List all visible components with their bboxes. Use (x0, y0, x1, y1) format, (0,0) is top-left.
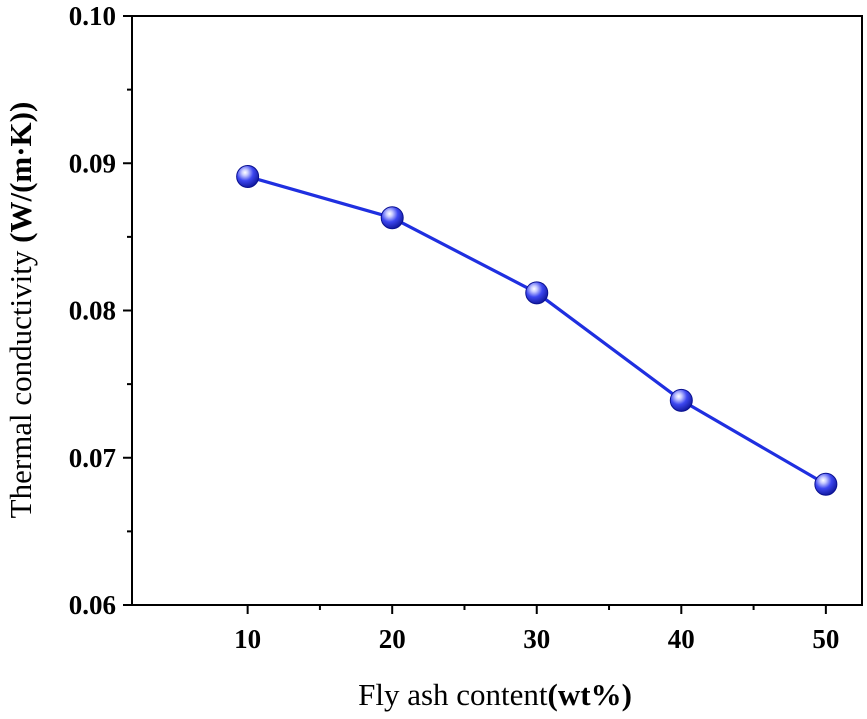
x-tick-label: 50 (812, 624, 839, 654)
plot-area (131, 15, 863, 606)
plot-frame (131, 15, 863, 606)
data-point (380, 206, 404, 230)
y-tick-labels: 0.06 0.07 0.08 0.09 0.10 (69, 1, 116, 620)
x-tick-label: 10 (234, 624, 261, 654)
y-axis-title: Thermal conductivity (W/(m·K)) (3, 102, 38, 519)
y-tick-label: 0.07 (69, 443, 116, 473)
data-series (236, 165, 838, 496)
data-point (525, 281, 549, 305)
x-tick-label: 40 (668, 624, 695, 654)
x-tick-label: 30 (523, 624, 550, 654)
data-point (669, 388, 693, 412)
x-tick-label: 20 (379, 624, 406, 654)
y-tick-label: 0.09 (69, 148, 116, 178)
data-point (236, 165, 260, 189)
y-tick-label: 0.06 (69, 590, 116, 620)
y-tick-label: 0.10 (69, 1, 116, 31)
y-tick-label: 0.08 (69, 296, 116, 326)
series-line (247, 174, 827, 486)
x-axis-title: Fly ash content(wt%) (358, 677, 632, 712)
axis-ticks (123, 15, 827, 614)
x-tick-labels: 10 20 30 40 50 (234, 624, 839, 654)
data-point (814, 472, 838, 496)
